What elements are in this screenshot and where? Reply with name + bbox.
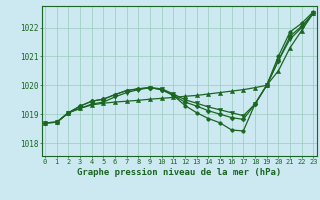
X-axis label: Graphe pression niveau de la mer (hPa): Graphe pression niveau de la mer (hPa) — [77, 168, 281, 177]
